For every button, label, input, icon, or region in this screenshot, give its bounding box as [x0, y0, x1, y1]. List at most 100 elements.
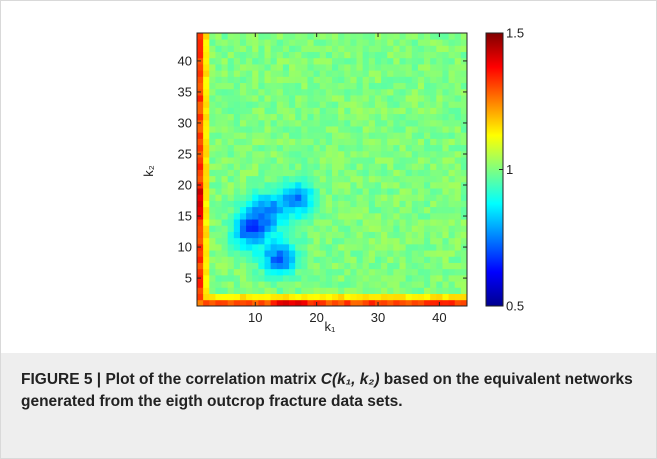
- heatmap-cell: [221, 51, 229, 59]
- heatmap-cell: [203, 163, 210, 170]
- heatmap-cell: [233, 33, 241, 40]
- heatmap-cell: [319, 200, 327, 208]
- heatmap-cell: [448, 82, 456, 90]
- heatmap-cell: [436, 163, 443, 170]
- heatmap-cell: [405, 299, 413, 307]
- heatmap-cell: [209, 287, 216, 294]
- heatmap-cell: [368, 206, 376, 214]
- heatmap-cell: [282, 293, 290, 301]
- heatmap-cell: [270, 144, 278, 152]
- heatmap-cell: [270, 45, 278, 53]
- heatmap-cell: [362, 175, 370, 183]
- heatmap-cell: [362, 119, 370, 127]
- heatmap-cell: [319, 256, 327, 263]
- heatmap-cell: [405, 231, 413, 239]
- heatmap-cell: [442, 126, 449, 133]
- heatmap-cell: [417, 281, 425, 288]
- heatmap-cell: [264, 57, 272, 65]
- heatmap-cell: [209, 163, 216, 170]
- heatmap-cell: [221, 39, 229, 46]
- heatmap-cell: [301, 119, 308, 127]
- heatmap-cell: [227, 231, 235, 239]
- heatmap-cell: [399, 293, 407, 301]
- heatmap-cell: [399, 101, 407, 108]
- heatmap-cell: [197, 39, 204, 46]
- heatmap-cell: [356, 101, 364, 108]
- heatmap-cell: [387, 256, 394, 263]
- heatmap-cell: [233, 262, 241, 270]
- heatmap-cell: [362, 212, 370, 220]
- heatmap-cell: [301, 250, 308, 257]
- heatmap-cell: [301, 194, 308, 201]
- heatmap-cell: [381, 200, 388, 208]
- heatmap-cell: [325, 70, 333, 77]
- y-tick-label: 30: [178, 115, 192, 130]
- heatmap-cell: [276, 138, 284, 146]
- heatmap-cell: [362, 169, 370, 177]
- heatmap-cell: [233, 163, 241, 170]
- heatmap-cell: [325, 200, 333, 208]
- heatmap-cell: [399, 299, 407, 307]
- heatmap-cell: [411, 175, 419, 183]
- heatmap-cell: [430, 95, 437, 102]
- heatmap-cell: [258, 287, 265, 294]
- heatmap-cell: [454, 194, 462, 201]
- heatmap-cell: [276, 274, 284, 282]
- heatmap-cell: [270, 287, 278, 294]
- heatmap-cell: [399, 144, 407, 152]
- heatmap-cell: [301, 138, 308, 146]
- heatmap-cell: [289, 132, 296, 139]
- heatmap-cell: [289, 188, 296, 195]
- heatmap-cell: [295, 70, 302, 77]
- heatmap-cell: [227, 33, 235, 40]
- heatmap-cell: [258, 132, 265, 139]
- heatmap-cell: [227, 101, 235, 108]
- heatmap-cell: [301, 51, 308, 59]
- heatmap-cell: [276, 268, 284, 276]
- heatmap-cell: [405, 219, 413, 226]
- heatmap-cell: [381, 212, 388, 220]
- heatmap-cell: [203, 287, 210, 294]
- heatmap-cell: [411, 237, 419, 245]
- heatmap-cell: [227, 268, 235, 276]
- heatmap-cell: [332, 188, 339, 195]
- heatmap-cell: [227, 144, 235, 152]
- heatmap-cell: [313, 243, 321, 251]
- heatmap-cell: [209, 181, 216, 189]
- heatmap-cell: [246, 287, 253, 294]
- heatmap-cell: [221, 231, 229, 239]
- heatmap-cell: [436, 175, 443, 183]
- heatmap-cell: [448, 237, 456, 245]
- heatmap-cell: [289, 206, 296, 214]
- caption-text-after: based on the equivalent networks generat…: [21, 371, 633, 410]
- heatmap-cell: [264, 82, 272, 90]
- heatmap-cell: [442, 243, 449, 251]
- heatmap-cell: [209, 237, 216, 245]
- heatmap-cell: [264, 219, 272, 226]
- heatmap-cell: [325, 243, 333, 251]
- heatmap-cell: [344, 281, 351, 288]
- heatmap-cell: [399, 274, 407, 282]
- heatmap-cell: [448, 293, 456, 301]
- heatmap-cell: [209, 150, 216, 158]
- heatmap-cell: [276, 206, 284, 214]
- heatmap-cell: [203, 212, 210, 220]
- heatmap-cell: [393, 33, 400, 40]
- heatmap-cell: [289, 262, 296, 270]
- heatmap-cell: [454, 95, 462, 102]
- heatmap-cell: [252, 39, 259, 46]
- heatmap-cell: [301, 88, 308, 96]
- heatmap-cell: [454, 76, 462, 84]
- heatmap-cell: [246, 57, 253, 65]
- heatmap-cell: [454, 299, 462, 307]
- heatmap-cell: [332, 39, 339, 46]
- heatmap-cell: [344, 33, 351, 40]
- heatmap-cell: [368, 88, 376, 96]
- heatmap-cell: [307, 225, 314, 232]
- heatmap-cell: [239, 256, 247, 263]
- heatmap-cell: [374, 268, 382, 276]
- heatmap-cell: [368, 287, 376, 294]
- heatmap-cell: [454, 144, 462, 152]
- heatmap-cell: [258, 274, 265, 282]
- heatmap-cell: [209, 206, 216, 214]
